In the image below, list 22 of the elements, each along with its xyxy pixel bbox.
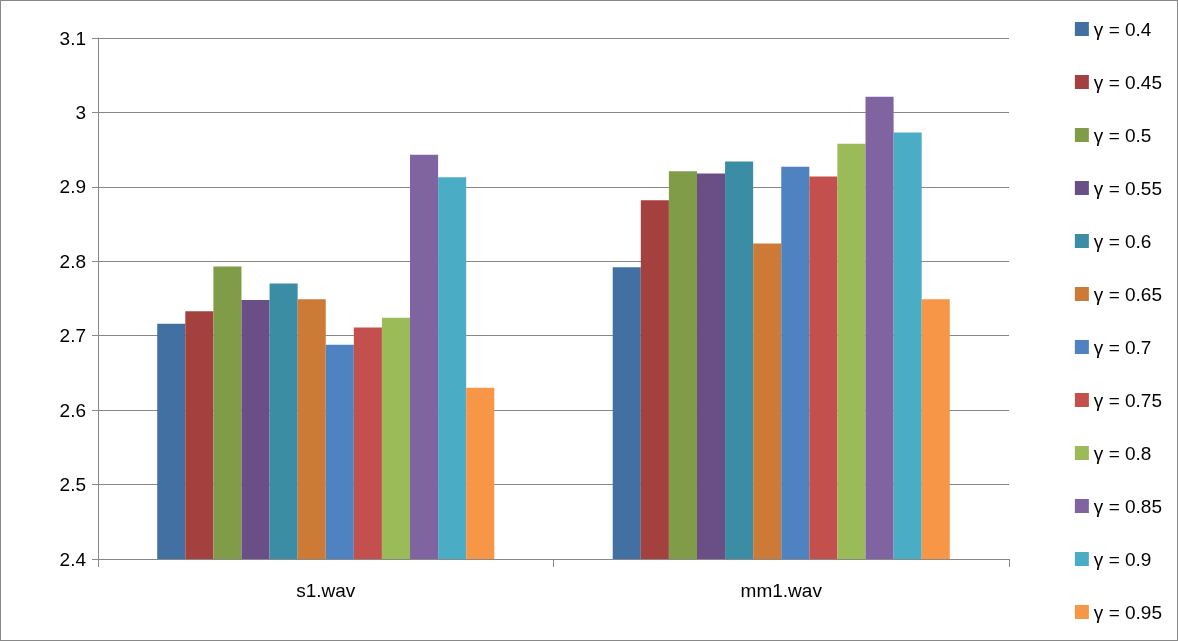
y-tick-label: 2.9 bbox=[59, 176, 86, 198]
y-tick-label: 2.7 bbox=[59, 325, 86, 347]
x-tick-label: mm1.wav bbox=[740, 580, 823, 601]
legend-label: γ = 0.55 bbox=[1093, 177, 1163, 199]
legend-label: γ = 0.6 bbox=[1093, 230, 1152, 252]
legend-label: γ = 0.4 bbox=[1093, 18, 1152, 40]
legend-label: γ = 0.45 bbox=[1093, 71, 1163, 93]
y-tick-label: 2.4 bbox=[59, 548, 87, 570]
legend-label: γ = 0.9 bbox=[1093, 548, 1152, 570]
y-tick-label: 3 bbox=[75, 101, 86, 123]
legend-label: γ = 0.75 bbox=[1093, 389, 1163, 411]
x-tick-label: s1.wav bbox=[296, 580, 356, 601]
legend-label: γ = 0.7 bbox=[1093, 336, 1152, 358]
legend-label: γ = 0.5 bbox=[1093, 124, 1152, 146]
y-tick-label: 2.6 bbox=[59, 399, 86, 421]
y-tick-label: 3.1 bbox=[59, 27, 86, 49]
legend-label: γ = 0.65 bbox=[1093, 283, 1163, 305]
legend-label: γ = 0.85 bbox=[1093, 495, 1163, 517]
y-tick-label: 2.5 bbox=[59, 474, 86, 496]
legend-label: γ = 0.8 bbox=[1093, 442, 1152, 464]
legend-label: γ = 0.95 bbox=[1093, 601, 1163, 623]
y-tick-label: 2.8 bbox=[59, 250, 86, 272]
